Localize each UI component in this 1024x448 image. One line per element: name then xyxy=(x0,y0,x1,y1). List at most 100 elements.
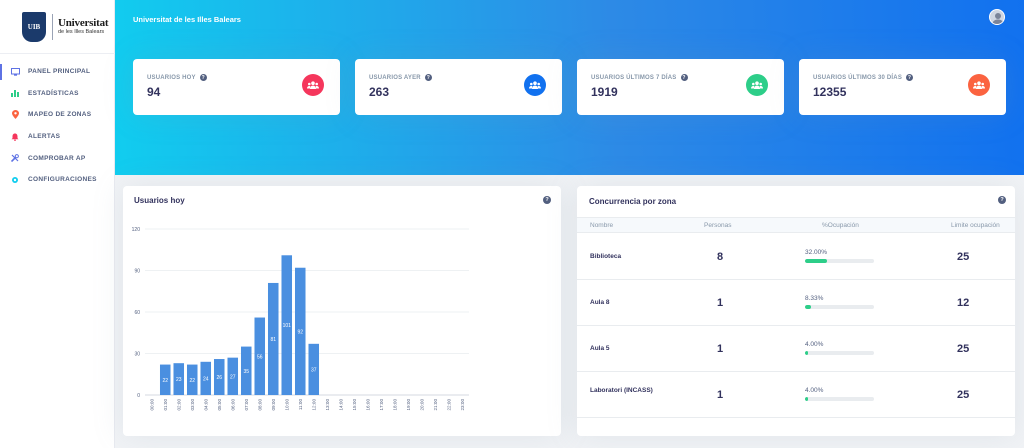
users-icon xyxy=(968,74,990,96)
help-icon[interactable]: ? xyxy=(543,196,551,204)
monitor-icon xyxy=(10,67,20,77)
users-icon xyxy=(524,74,546,96)
stat-label: USUARIOS ÚLTIMOS 7 DÍAS? xyxy=(591,74,688,81)
help-icon[interactable]: ? xyxy=(424,74,432,81)
zone-progress-fill xyxy=(805,351,808,355)
users-icon xyxy=(302,74,324,96)
usuarios-hoy-chart: 0 30 60 90 120 00:00 22 01:00 23 02:00 22 03:00 24 04… xyxy=(132,227,469,411)
logo-text: Universitat de les Illes Balears xyxy=(58,17,109,36)
column-header-personas[interactable]: Personas xyxy=(704,222,732,229)
stat-label-text: USUARIOS ÚLTIMOS 30 DÍAS xyxy=(813,74,903,81)
x-tick-label: 11:00 xyxy=(298,399,303,411)
x-tick-label: 20:00 xyxy=(419,399,424,411)
stat-label-text: USUARIOS HOY xyxy=(147,74,196,81)
logo-line1: Universitat xyxy=(58,17,109,30)
table-row[interactable]: Aula 8 1 8.33% 12 xyxy=(577,280,1015,326)
zone-name: Aula 5 xyxy=(590,345,610,352)
y-tick-label: 120 xyxy=(132,227,141,233)
table-row[interactable]: Laboratori (INCASS) 1 4.00% 25 xyxy=(577,372,1015,418)
zone-personas: 8 xyxy=(717,251,724,263)
zone-pct-text: 32.00% xyxy=(805,249,828,256)
data-label: 35 xyxy=(243,369,249,375)
user-avatar-icon[interactable] xyxy=(989,9,1005,25)
stat-card-usuarios-7-dias: USUARIOS ÚLTIMOS 7 DÍAS? 1919 xyxy=(577,59,784,115)
zone-pct-text: 4.00% xyxy=(805,341,824,348)
column-header-ocupacion[interactable]: %Ocupación xyxy=(822,222,859,229)
map-pin-icon xyxy=(10,110,20,120)
x-tick-label: 01:00 xyxy=(163,399,168,411)
x-tick-label: 09:00 xyxy=(271,399,276,411)
stat-label: USUARIOS ÚLTIMOS 30 DÍAS? xyxy=(813,74,914,81)
sidebar-item-alertas[interactable]: ALERTAS xyxy=(0,126,115,148)
uib-logo[interactable]: UIB Universitat de les Illes Balears xyxy=(22,10,110,44)
brand-title[interactable]: Universitat de les Illes Balears xyxy=(133,15,241,24)
stat-card-usuarios-hoy: USUARIOS HOY? 94 xyxy=(133,59,340,115)
x-tick-label: 08:00 xyxy=(257,399,262,411)
usuarios-hoy-panel: Usuarios hoy ? 0 30 60 90 120 00:00 22 01:00 23 0… xyxy=(123,186,561,436)
sidebar-item-estadisticas[interactable]: ESTADÍSTICAS xyxy=(0,83,115,105)
tools-icon xyxy=(10,153,20,163)
uib-shield-logo: UIB xyxy=(22,12,46,42)
table-row[interactable]: Aula 5 1 4.00% 25 xyxy=(577,326,1015,372)
bar xyxy=(186,364,198,395)
x-tick-label: 10:00 xyxy=(284,399,289,411)
stat-label-text: USUARIOS AYER xyxy=(369,74,421,81)
x-tick-label: 05:00 xyxy=(217,399,222,411)
zone-progress-fill xyxy=(805,397,808,401)
column-header-limite[interactable]: Limite ocupación xyxy=(951,222,1000,229)
help-icon[interactable]: ? xyxy=(199,74,207,81)
sidebar-item-panel-principal[interactable]: PANEL PRINCIPAL xyxy=(0,61,115,83)
zone-progress-bar xyxy=(805,397,874,401)
stat-label: USUARIOS AYER? xyxy=(369,74,432,81)
x-tick-label: 04:00 xyxy=(203,399,208,411)
sidebar-item-label: ESTADÍSTICAS xyxy=(28,89,79,97)
x-tick-label: 22:00 xyxy=(446,399,451,411)
column-header-nombre[interactable]: Nombre xyxy=(590,222,614,229)
x-tick-label: 23:00 xyxy=(460,399,465,411)
data-label: 81 xyxy=(270,337,276,343)
x-tick-label: 21:00 xyxy=(433,399,438,411)
y-tick-label: 90 xyxy=(134,269,140,275)
data-label: 23 xyxy=(176,377,182,383)
sidebar-item-configuraciones[interactable]: CONFIGURACIONES xyxy=(0,169,115,191)
data-label: 24 xyxy=(203,376,209,382)
sidebar-item-comprobar-ap[interactable]: COMPROBAR AP xyxy=(0,147,115,169)
sidebar: UIB Universitat de les Illes Balears PAN… xyxy=(0,0,115,448)
logo-line2: de les Illes Balears xyxy=(58,29,105,36)
sidebar-item-label: PANEL PRINCIPAL xyxy=(28,68,91,76)
x-tick-label: 12:00 xyxy=(311,399,316,411)
data-label: 37 xyxy=(311,367,317,373)
zone-progress-bar xyxy=(805,305,874,309)
zone-personas: 1 xyxy=(717,297,724,309)
x-tick-label: 15:00 xyxy=(352,399,357,411)
bar xyxy=(254,317,266,395)
x-tick-label: 17:00 xyxy=(379,399,384,411)
bell-icon xyxy=(10,132,20,142)
bar xyxy=(213,359,225,395)
table-row[interactable]: Biblioteca 8 32.00% 25 xyxy=(577,234,1015,280)
zone-personas: 1 xyxy=(717,389,724,401)
x-tick-label: 00:00 xyxy=(149,399,154,411)
bar xyxy=(267,282,279,395)
zone-pct-text: 4.00% xyxy=(805,387,824,394)
logo-divider xyxy=(52,14,53,40)
bar xyxy=(308,343,320,395)
zone-limite: 25 xyxy=(957,389,970,401)
help-icon[interactable]: ? xyxy=(998,196,1006,204)
help-icon[interactable]: ? xyxy=(680,74,688,81)
x-tick-label: 18:00 xyxy=(392,399,397,411)
bar xyxy=(240,346,252,395)
zone-pct-text: 8.33% xyxy=(805,295,824,302)
stat-card-usuarios-30-dias: USUARIOS ÚLTIMOS 30 DÍAS? 12355 xyxy=(799,59,1006,115)
sidebar-item-label: ALERTAS xyxy=(28,133,61,141)
help-icon[interactable]: ? xyxy=(906,74,914,81)
x-tick-label: 06:00 xyxy=(230,399,235,411)
x-tick-label: 19:00 xyxy=(406,399,411,411)
users-icon xyxy=(746,74,768,96)
data-label: 22 xyxy=(189,378,195,384)
bar xyxy=(159,364,171,395)
sidebar-item-mapeo-de-zonas[interactable]: MAPEO DE ZONAS xyxy=(0,104,115,126)
x-tick-label: 13:00 xyxy=(325,399,330,411)
x-tick-label: 07:00 xyxy=(244,399,249,411)
bar xyxy=(200,361,212,395)
